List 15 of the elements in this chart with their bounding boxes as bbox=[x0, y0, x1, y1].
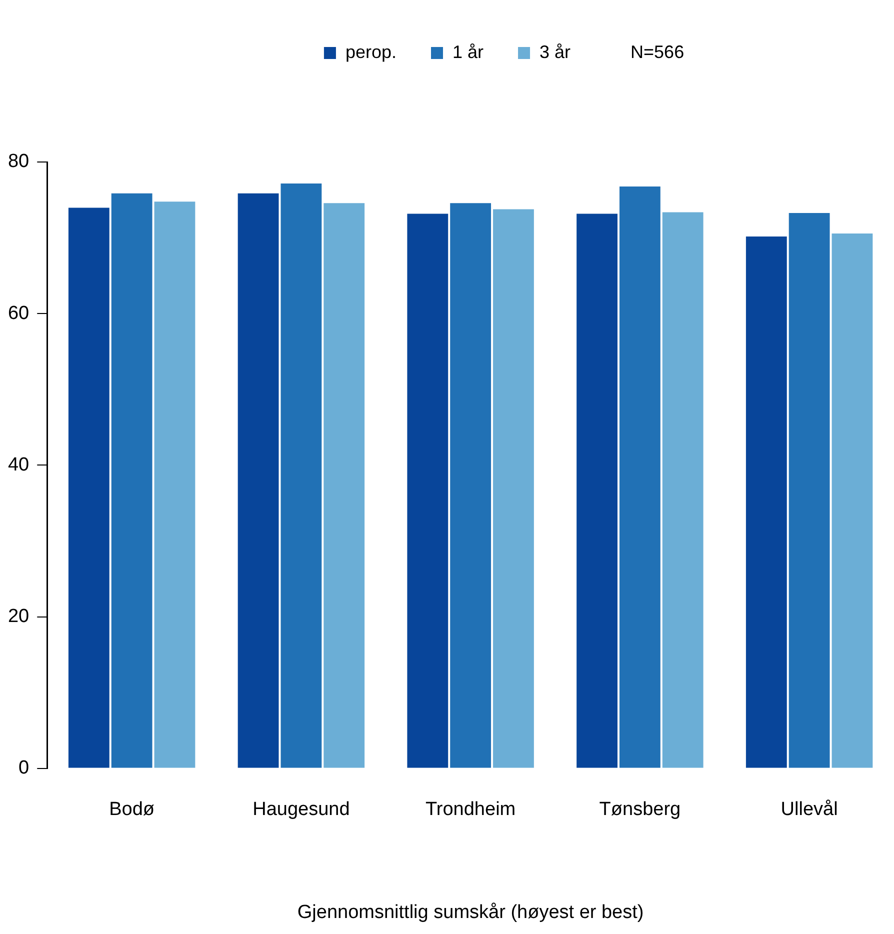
x-tick-label: Ullevål bbox=[780, 799, 838, 820]
x-tick-label: Tønsberg bbox=[599, 799, 681, 820]
y-tick-label: 0 bbox=[18, 758, 30, 779]
legend-label: 3 år bbox=[540, 42, 571, 62]
x-axis-title: Gjennomsnittlig sumskår (høyest er best) bbox=[297, 902, 644, 923]
x-tick-label: Trondheim bbox=[426, 799, 516, 820]
y-tick-label: 80 bbox=[8, 151, 30, 172]
y-tick-label: 60 bbox=[8, 302, 30, 324]
x-tick-label: Bodø bbox=[109, 799, 155, 820]
legend-label: 1 år bbox=[452, 42, 484, 62]
x-tick-label: Haugesund bbox=[252, 799, 350, 820]
text: N=566 bbox=[630, 42, 684, 62]
legend-label: perop. bbox=[345, 42, 397, 62]
y-tick-label: 40 bbox=[8, 454, 30, 476]
y-tick-label: 20 bbox=[8, 606, 30, 628]
